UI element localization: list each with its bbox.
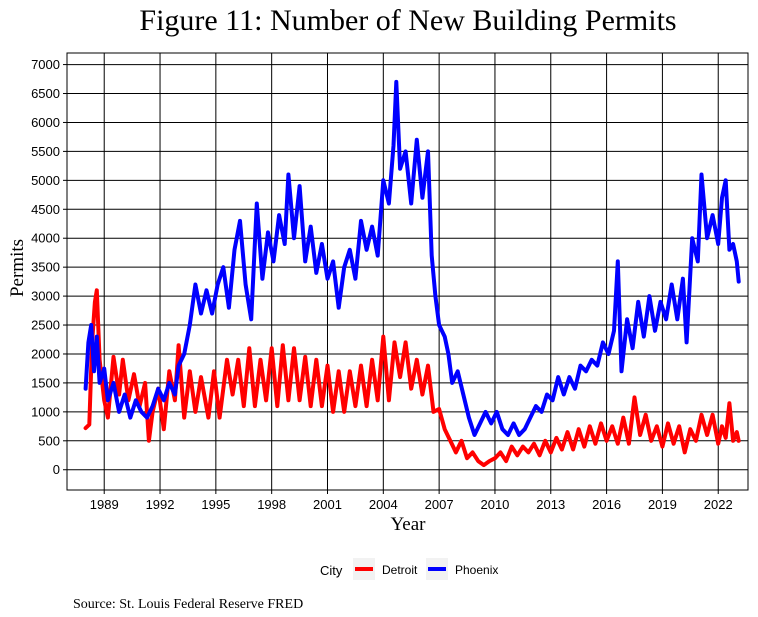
y-tick-label: 2000 xyxy=(31,346,60,361)
x-tick-label: 2004 xyxy=(369,497,398,512)
x-tick-label: 1992 xyxy=(146,497,175,512)
y-tick-label: 5000 xyxy=(31,173,60,188)
chart-title: Figure 11: Number of New Building Permit… xyxy=(139,4,676,37)
x-tick-label: 2022 xyxy=(704,497,733,512)
y-tick-label: 4000 xyxy=(31,231,60,246)
x-tick-label: 1989 xyxy=(90,497,119,512)
x-tick-label: 2016 xyxy=(592,497,621,512)
y-axis-title: Permits xyxy=(7,239,28,297)
legend-label-detroit: Detroit xyxy=(382,563,418,577)
y-tick-label: 4500 xyxy=(31,202,60,217)
plot-panel xyxy=(66,52,749,491)
x-tick-label: 2013 xyxy=(536,497,565,512)
y-axis: 0 500 1000 1500 2000 2500 3000 3500 4000 4500 5000… xyxy=(31,57,67,477)
x-axis-title: Year xyxy=(390,514,426,535)
x-tick-label: 2007 xyxy=(425,497,454,512)
legend: City Detroit Phoenix xyxy=(320,558,498,580)
x-axis: 1989 1992 1995 1998 2001 2004 2007 2010 2013 2016… xyxy=(90,490,733,512)
legend-title: City xyxy=(320,563,343,578)
x-tick-label: 2010 xyxy=(480,497,509,512)
source-caption: Source: St. Louis Federal Reserve FRED xyxy=(73,597,303,612)
x-tick-label: 2019 xyxy=(648,497,677,512)
y-tick-label: 500 xyxy=(38,433,60,448)
series-lines xyxy=(83,79,741,468)
y-tick-label: 3000 xyxy=(31,289,60,304)
x-tick-label: 2001 xyxy=(313,497,342,512)
y-tick-label: 1500 xyxy=(31,375,60,390)
y-tick-label: 0 xyxy=(53,462,60,477)
y-tick-label: 5500 xyxy=(31,144,60,159)
y-tick-label: 6500 xyxy=(31,86,60,101)
y-tick-label: 7000 xyxy=(31,57,60,72)
y-tick-label: 2500 xyxy=(31,318,60,333)
x-tick-label: 1995 xyxy=(201,497,230,512)
x-tick-label: 1998 xyxy=(257,497,286,512)
y-tick-label: 6000 xyxy=(31,115,60,130)
legend-label-phoenix: Phoenix xyxy=(455,563,498,577)
y-tick-label: 1000 xyxy=(31,404,60,419)
series-line-phoenix xyxy=(83,79,741,437)
y-tick-label: 3500 xyxy=(31,260,60,275)
